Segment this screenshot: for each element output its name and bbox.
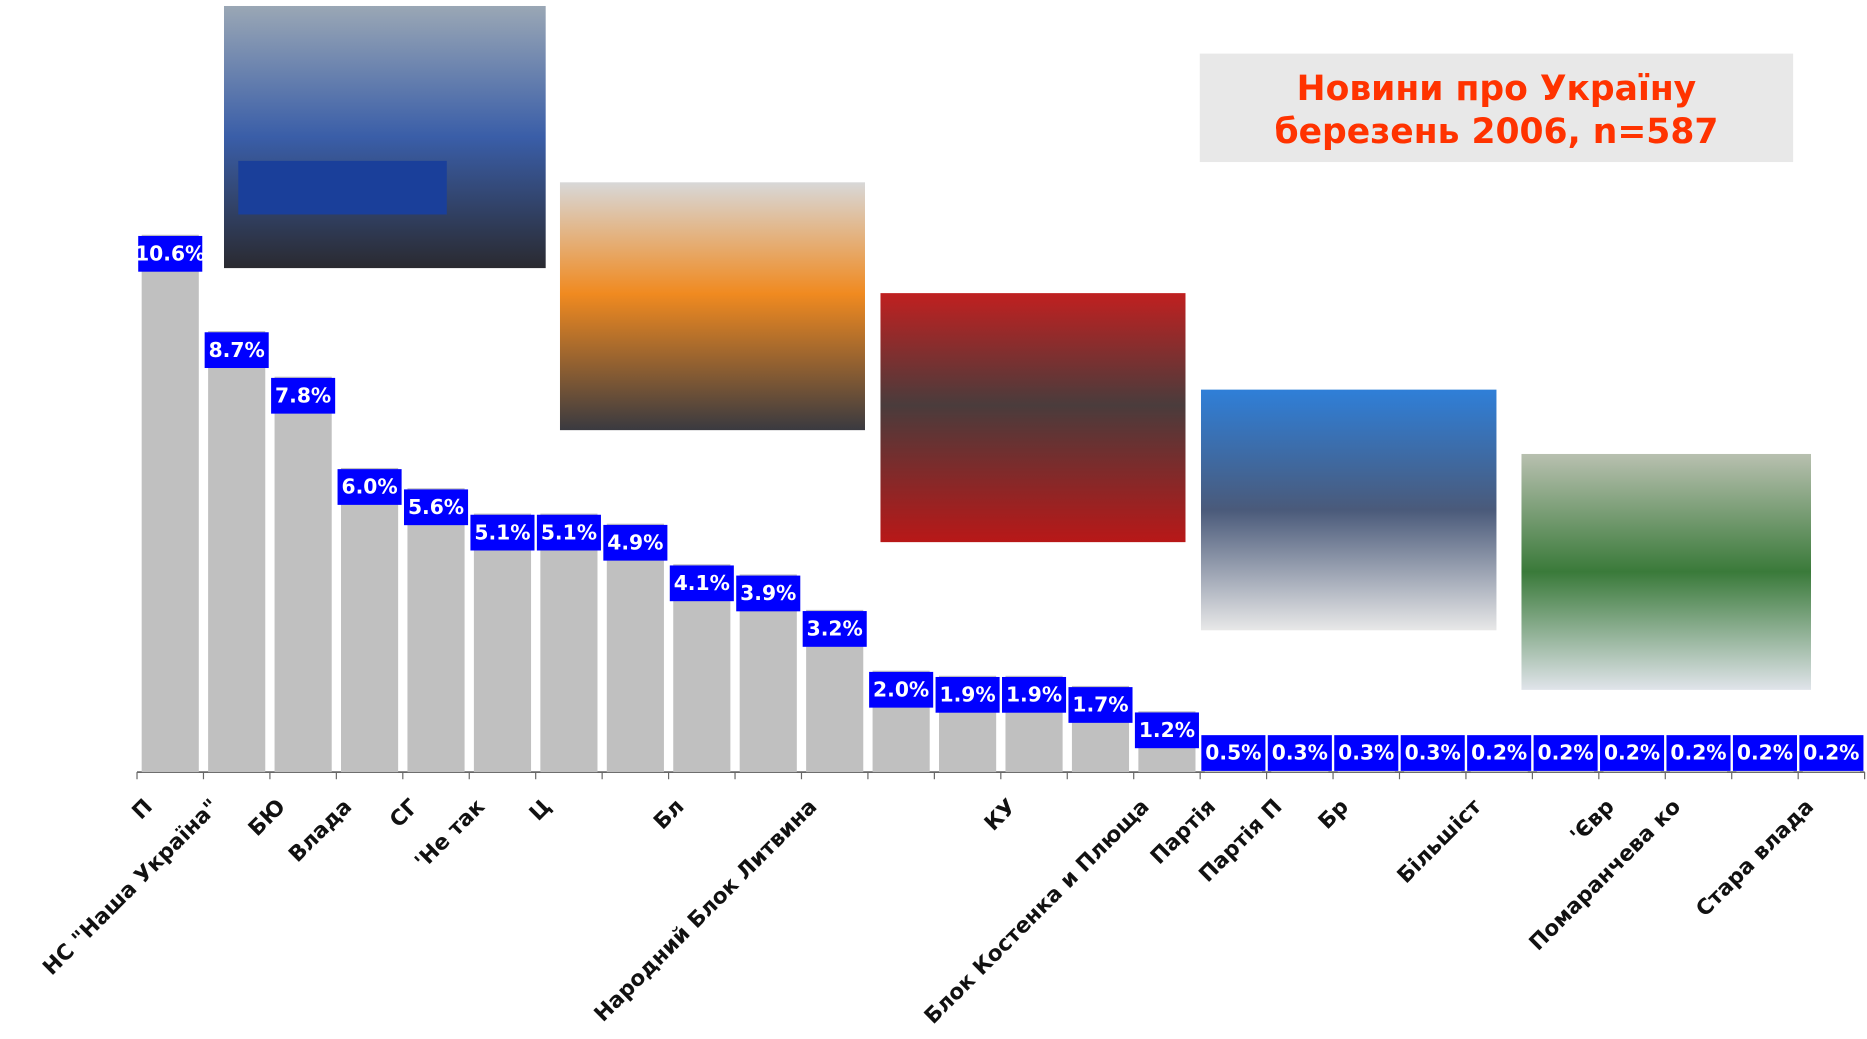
value-label-bg — [1400, 735, 1465, 771]
value-label-bg — [1068, 687, 1133, 723]
value-label: 0.2% — [1604, 741, 1660, 765]
value-label-bg — [1267, 735, 1332, 771]
value-label: 0.3% — [1272, 741, 1328, 765]
value-label-bg — [337, 469, 402, 505]
value-label: 0.2% — [1471, 741, 1527, 765]
value-label-bg — [204, 332, 269, 369]
value-label-bg — [669, 565, 734, 602]
x-tick-label: П — [127, 794, 157, 824]
value-label-bg — [1334, 735, 1399, 771]
value-label: 4.9% — [607, 530, 663, 554]
photo — [1200, 389, 1497, 631]
value-label-bg — [536, 514, 601, 551]
value-label: 5.6% — [408, 495, 464, 519]
value-label: 8.7% — [209, 338, 265, 362]
x-tick-label: КУ — [980, 794, 1022, 836]
bar — [141, 234, 199, 773]
photo — [880, 293, 1186, 543]
x-tick-label: Ц — [525, 794, 557, 826]
value-label: 10.6% — [135, 242, 205, 266]
value-label: 5.1% — [541, 520, 597, 544]
photo — [559, 182, 865, 431]
x-tick-label: Бр — [1314, 794, 1354, 834]
value-label: 4.1% — [674, 571, 730, 595]
photo — [1521, 453, 1812, 690]
x-tick-label: Більшіст — [1393, 794, 1488, 889]
value-label: 1.9% — [940, 683, 996, 707]
value-label-bg — [1799, 735, 1864, 771]
value-label-bg — [1002, 676, 1067, 713]
value-label-bg — [1732, 735, 1797, 771]
value-label: 2.0% — [873, 677, 929, 701]
x-tick-label: Стара влада — [1691, 794, 1819, 922]
value-label-bg — [470, 514, 535, 551]
value-label-bg — [1134, 712, 1199, 749]
x-tick-label: СГ — [385, 794, 424, 833]
value-label-bg — [1666, 735, 1731, 771]
x-tick-label: Бл — [649, 794, 689, 834]
value-label: 0.2% — [1737, 741, 1793, 765]
value-label: 6.0% — [341, 475, 397, 499]
value-label-bg — [802, 611, 867, 647]
x-tick-label: Блок Костенка и Плюща — [920, 794, 1155, 1029]
x-tick-label: Народний Блок Литвина — [590, 794, 823, 1027]
x-tick-label: Влада — [284, 794, 357, 867]
banner — [238, 160, 447, 215]
x-tick-label: БЮ — [244, 794, 291, 841]
chart-title: Новини про Україну — [1297, 69, 1697, 109]
value-label: 0.3% — [1338, 741, 1394, 765]
value-label: 0.2% — [1670, 741, 1726, 765]
x-tick-label: 'Не так — [410, 794, 490, 874]
bar — [407, 488, 465, 773]
value-label: 0.2% — [1803, 741, 1859, 765]
title-box — [1199, 53, 1794, 163]
value-label-bg — [1533, 735, 1598, 771]
value-label: 1.2% — [1139, 718, 1195, 742]
bar — [274, 376, 332, 773]
photo — [223, 5, 546, 269]
chart-title: березень 2006, n=587 — [1274, 112, 1718, 152]
value-label-bg — [935, 676, 1000, 713]
value-label: 0.3% — [1405, 741, 1461, 765]
value-label: 3.9% — [740, 581, 796, 605]
value-label-bg — [403, 489, 469, 526]
bar — [473, 513, 532, 773]
value-label-bg — [271, 377, 336, 414]
value-label-bg — [1467, 735, 1532, 771]
bar — [540, 513, 598, 773]
bar — [341, 467, 399, 773]
value-label: 3.2% — [807, 617, 863, 641]
x-tick-label: НС "Наша Україна" — [38, 794, 224, 980]
value-label: 0.2% — [1538, 741, 1594, 765]
value-label: 1.9% — [1006, 683, 1062, 707]
value-label-bg — [1201, 735, 1266, 771]
value-label-bg — [869, 671, 934, 708]
value-label-bg — [736, 575, 801, 612]
bar — [208, 331, 266, 773]
x-tick-label: 'Євр — [1566, 794, 1620, 848]
bar — [606, 523, 664, 773]
value-label: 5.1% — [474, 520, 530, 544]
value-label-bg — [138, 235, 203, 272]
value-label-bg — [603, 524, 668, 561]
value-label: 1.7% — [1072, 693, 1128, 717]
value-label: 7.8% — [275, 383, 331, 407]
value-label: 0.5% — [1205, 741, 1261, 765]
value-label-bg — [1600, 735, 1665, 771]
